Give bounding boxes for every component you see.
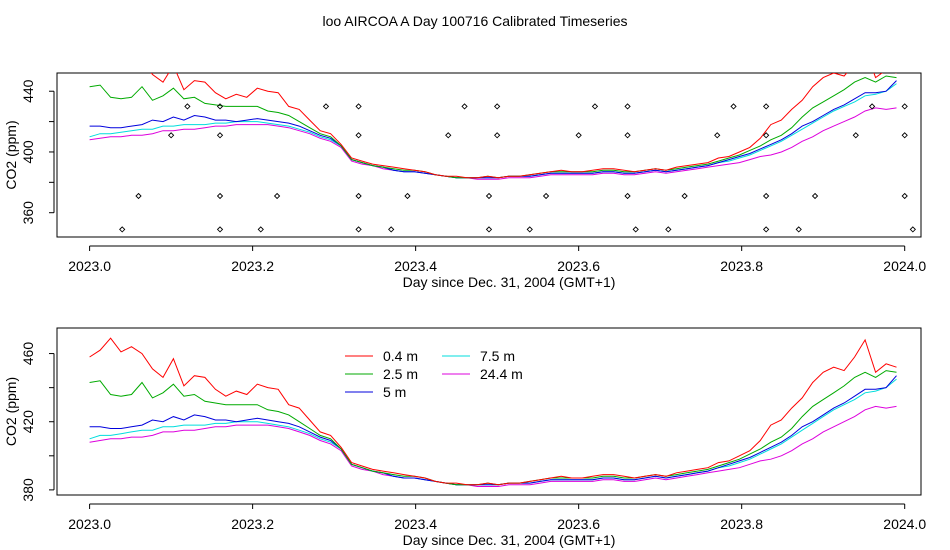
data-point: [445, 132, 452, 139]
y-tick-label: 440: [20, 79, 36, 103]
legend-label: 2.5 m: [383, 366, 418, 382]
x-tick-label: 2023.0: [68, 516, 111, 532]
bottom-panel: 2023.0 2023.2 2023.4 2023.6 2023.8 2024.0 Day …: [3, 327, 926, 548]
data-point: [184, 103, 191, 110]
legend-label: 24.4 m: [480, 366, 523, 382]
data-point: [901, 103, 908, 110]
data-point: [575, 132, 582, 139]
data-point: [591, 103, 599, 110]
series-line-0-4-m: [89, 337, 897, 486]
series-line-7-5-m: [89, 378, 897, 486]
y-tick-label: 460: [20, 342, 36, 366]
x-axis-label: Day since Dec. 31, 2004 (GMT+1): [403, 274, 616, 290]
y-tick-label: 400: [20, 140, 36, 164]
data-point: [167, 132, 175, 139]
y-tick-label: 420: [20, 410, 36, 434]
x-tick-label: 2023.6: [557, 258, 600, 274]
x-tick-label: 2023.8: [720, 258, 763, 274]
x-axis-label: Day since Dec. 31, 2004 (GMT+1): [403, 532, 616, 548]
series-line-5-m: [89, 80, 897, 179]
x-tick-label: 2023.8: [720, 516, 763, 532]
data-point: [852, 132, 859, 139]
data-point: [730, 103, 737, 110]
data-point: [811, 192, 819, 200]
data-point: [762, 226, 770, 233]
data-point: [624, 103, 631, 110]
data-point: [681, 192, 688, 200]
y-axis-label: CO2 (ppm): [3, 120, 19, 189]
legend-label: 5 m: [383, 384, 406, 400]
data-point: [624, 192, 631, 200]
y-tick-label: 360: [20, 201, 36, 225]
data-point: [216, 132, 224, 139]
data-point: [355, 132, 362, 139]
data-point: [216, 192, 224, 200]
data-point: [388, 226, 395, 233]
series-line-24-4-m: [89, 405, 897, 487]
data-point: [216, 103, 224, 110]
plot-frame: [56, 327, 922, 496]
data-point: [714, 132, 721, 139]
x-tick-label: 2023.4: [394, 516, 437, 532]
page-title: loo AIRCOA A Day 100716 Calibrated Times…: [322, 13, 627, 29]
x-tick-label: 2023.0: [68, 258, 111, 274]
x-tick-label: 2023.6: [557, 516, 600, 532]
data-point: [901, 192, 908, 200]
data-point: [273, 192, 281, 200]
y-tick-label: 380: [20, 478, 36, 502]
data-point: [355, 103, 362, 110]
x-tick-label: 2023.4: [394, 258, 437, 274]
data-point: [762, 103, 770, 110]
data-point: [632, 226, 639, 233]
data-point: [216, 226, 224, 233]
series-line-7-5-m: [89, 83, 897, 179]
data-point: [119, 226, 126, 233]
data-point: [485, 192, 493, 200]
plot-frame: [56, 72, 922, 238]
top-panel: 2023.0 2023.2 2023.4 2023.6 2023.8 2024.0 Day …: [3, 72, 926, 290]
data-point: [762, 132, 770, 139]
data-point: [542, 192, 550, 200]
data-point: [322, 103, 330, 110]
data-point: [135, 192, 142, 200]
y-axis-label: CO2 (ppm): [3, 377, 19, 446]
data-point: [665, 226, 672, 233]
data-point: [901, 132, 908, 139]
series-line-5-m: [89, 375, 897, 486]
data-point: [526, 226, 533, 233]
data-point: [762, 192, 770, 200]
data-point: [355, 192, 362, 200]
data-point: [909, 226, 916, 233]
data-point: [868, 103, 876, 110]
legend-label: 0.4 m: [383, 348, 418, 364]
data-point: [257, 226, 264, 233]
x-tick-label: 2024.0: [883, 258, 926, 274]
data-point: [485, 226, 493, 233]
data-point: [795, 226, 802, 233]
x-tick-label: 2023.2: [231, 258, 274, 274]
series-line-0-4-m: [150, 73, 897, 179]
data-point: [355, 226, 362, 233]
data-point: [494, 132, 501, 139]
data-point: [624, 132, 631, 139]
x-tick-label: 2023.2: [231, 516, 274, 532]
legend-label: 7.5 m: [480, 348, 515, 364]
data-point: [404, 192, 411, 200]
x-tick-label: 2024.0: [883, 516, 926, 532]
series-line-24-4-m: [89, 107, 897, 180]
data-point: [494, 103, 501, 110]
data-point: [461, 103, 468, 110]
